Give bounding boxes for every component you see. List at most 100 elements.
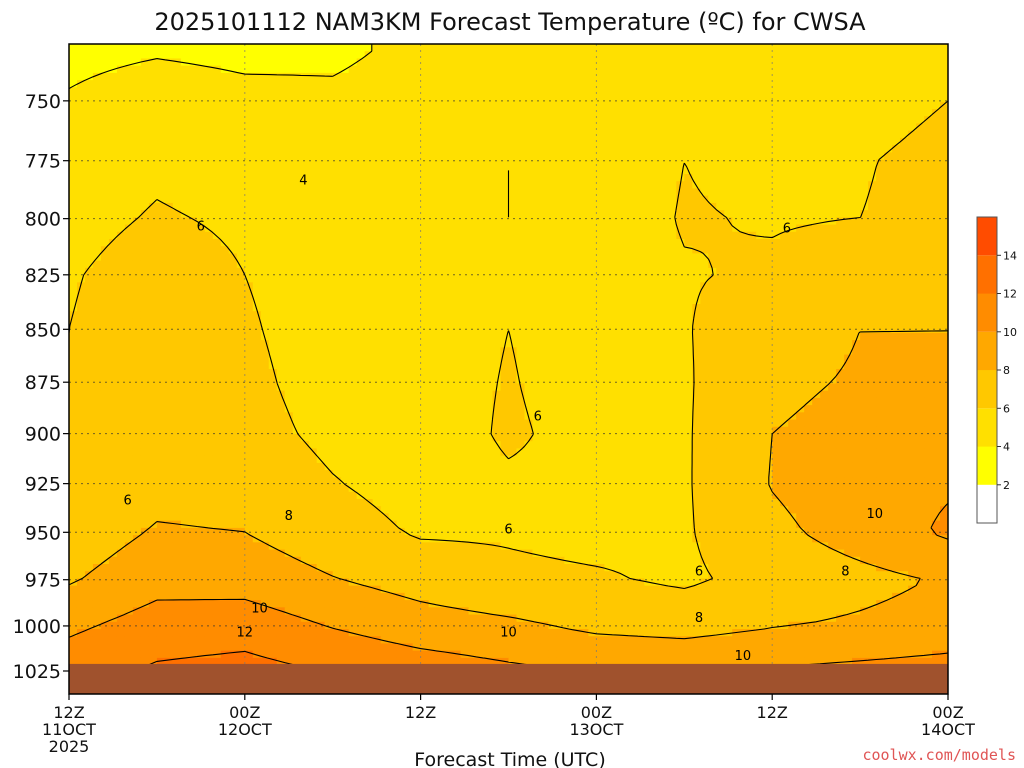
temperature-cell <box>716 188 725 197</box>
temperature-cell <box>724 166 733 175</box>
temperature-cell <box>596 159 605 168</box>
temperature-cell <box>772 296 781 305</box>
temperature-cell <box>572 354 582 363</box>
temperature-cell <box>228 145 238 153</box>
temperature-cell <box>548 137 558 146</box>
temperature-cell <box>292 202 302 211</box>
temperature-cell <box>148 58 158 67</box>
temperature-cell <box>156 188 166 197</box>
temperature-cell <box>564 224 574 233</box>
temperature-cell <box>228 72 238 81</box>
temperature-cell <box>620 340 629 348</box>
temperature-cell <box>428 361 438 370</box>
temperature-cell <box>884 282 893 291</box>
temperature-cell <box>380 289 390 298</box>
temperature-cell <box>236 159 246 168</box>
temperature-cell <box>548 166 558 175</box>
temperature-cell <box>836 80 845 88</box>
temperature-cell <box>476 181 486 190</box>
temperature-cell <box>516 44 526 52</box>
temperature-cell <box>76 202 86 211</box>
temperature-cell <box>220 44 230 52</box>
temperature-cell <box>588 159 597 168</box>
temperature-cell <box>796 210 805 218</box>
temperature-cell <box>668 109 677 117</box>
temperature-cell <box>692 239 701 247</box>
temperature-cell <box>420 65 430 74</box>
temperature-cell <box>444 80 454 88</box>
temperature-cell <box>884 340 893 348</box>
temperature-cell <box>132 210 142 218</box>
temperature-cell <box>292 72 302 81</box>
temperature-cell <box>876 296 885 305</box>
temperature-cell <box>604 202 613 211</box>
temperature-cell <box>820 188 829 197</box>
temperature-cell <box>500 94 510 103</box>
temperature-cell <box>124 58 134 67</box>
temperature-cell <box>588 304 597 312</box>
temperature-cell <box>140 246 150 255</box>
temperature-cell <box>412 369 422 377</box>
temperature-cell <box>612 202 621 211</box>
temperature-cell <box>932 65 941 74</box>
temperature-cell <box>740 116 749 125</box>
temperature-cell <box>916 282 925 291</box>
temperature-cell <box>420 332 430 341</box>
temperature-cell <box>940 289 948 298</box>
temperature-cell <box>340 181 350 190</box>
temperature-cell <box>596 188 605 197</box>
temperature-cell <box>572 332 582 341</box>
temperature-cell <box>708 361 717 370</box>
temperature-cell <box>268 282 278 291</box>
temperature-cell <box>300 325 310 334</box>
temperature-cell <box>220 231 230 240</box>
temperature-cell <box>860 217 869 226</box>
temperature-cell <box>700 166 709 175</box>
temperature-cell <box>164 181 174 190</box>
temperature-cell <box>324 51 334 60</box>
temperature-cell <box>772 145 781 153</box>
temperature-cell <box>900 188 909 197</box>
temperature-cell <box>508 145 518 153</box>
temperature-cell <box>156 239 166 247</box>
temperature-cell <box>588 130 597 139</box>
temperature-cell <box>596 58 605 67</box>
temperature-cell <box>76 332 86 341</box>
temperature-cell <box>468 202 478 211</box>
temperature-cell <box>612 253 621 262</box>
temperature-cell <box>100 152 110 161</box>
temperature-cell <box>100 311 110 320</box>
temperature-cell <box>516 282 526 291</box>
temperature-cell <box>868 347 877 356</box>
temperature-cell <box>252 44 262 52</box>
temperature-cell <box>516 195 526 204</box>
temperature-cell <box>796 123 805 132</box>
temperature-cell <box>716 101 725 110</box>
temperature-cell <box>92 354 102 363</box>
temperature-cell <box>388 44 398 52</box>
temperature-cell <box>868 44 877 52</box>
temperature-cell <box>180 304 190 312</box>
temperature-cell <box>660 159 669 168</box>
temperature-cell <box>468 340 478 348</box>
temperature-cell <box>284 181 294 190</box>
temperature-cell <box>460 267 470 276</box>
temperature-cell <box>236 166 246 175</box>
temperature-cell <box>892 340 901 348</box>
temperature-cell <box>508 101 518 110</box>
temperature-cell <box>548 239 558 247</box>
temperature-cell <box>268 51 278 60</box>
temperature-cell <box>692 44 701 52</box>
temperature-cell <box>836 116 845 125</box>
temperature-cell <box>340 246 350 255</box>
temperature-cell <box>372 44 382 52</box>
temperature-cell <box>292 304 302 312</box>
temperature-cell <box>588 166 597 175</box>
temperature-cell <box>860 325 869 334</box>
temperature-cell <box>260 318 270 327</box>
temperature-cell <box>364 275 374 283</box>
temperature-cell <box>732 188 741 197</box>
temperature-cell <box>660 318 669 327</box>
temperature-cell <box>764 246 773 255</box>
temperature-cell <box>732 166 741 175</box>
